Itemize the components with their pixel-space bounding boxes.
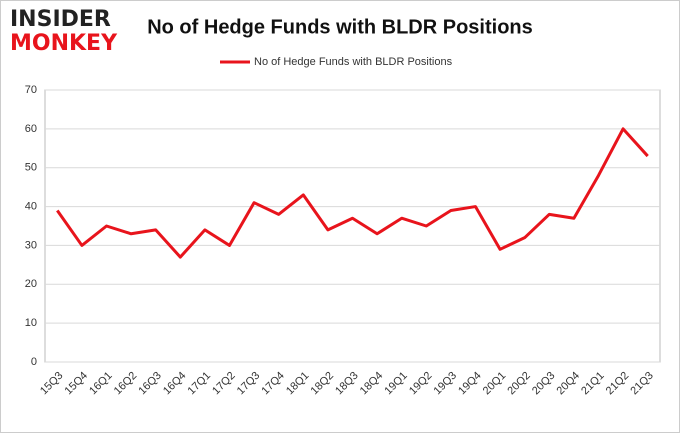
y-tick-label: 0: [31, 356, 37, 368]
logo-top: INSIDER: [10, 7, 111, 32]
y-tick-label: 40: [25, 200, 37, 212]
y-tick-label: 50: [25, 162, 37, 174]
y-tick-label: 30: [25, 239, 37, 251]
y-tick-label: 60: [25, 123, 37, 135]
y-tick-label: 10: [25, 317, 37, 329]
legend-label: No of Hedge Funds with BLDR Positions: [254, 56, 453, 68]
logo-bottom: MONKEY: [10, 31, 118, 56]
data-line: [56, 127, 649, 259]
y-tick-label: 20: [25, 278, 37, 290]
chart-title: No of Hedge Funds with BLDR Positions: [147, 16, 533, 38]
y-tick-label: 70: [25, 84, 37, 96]
